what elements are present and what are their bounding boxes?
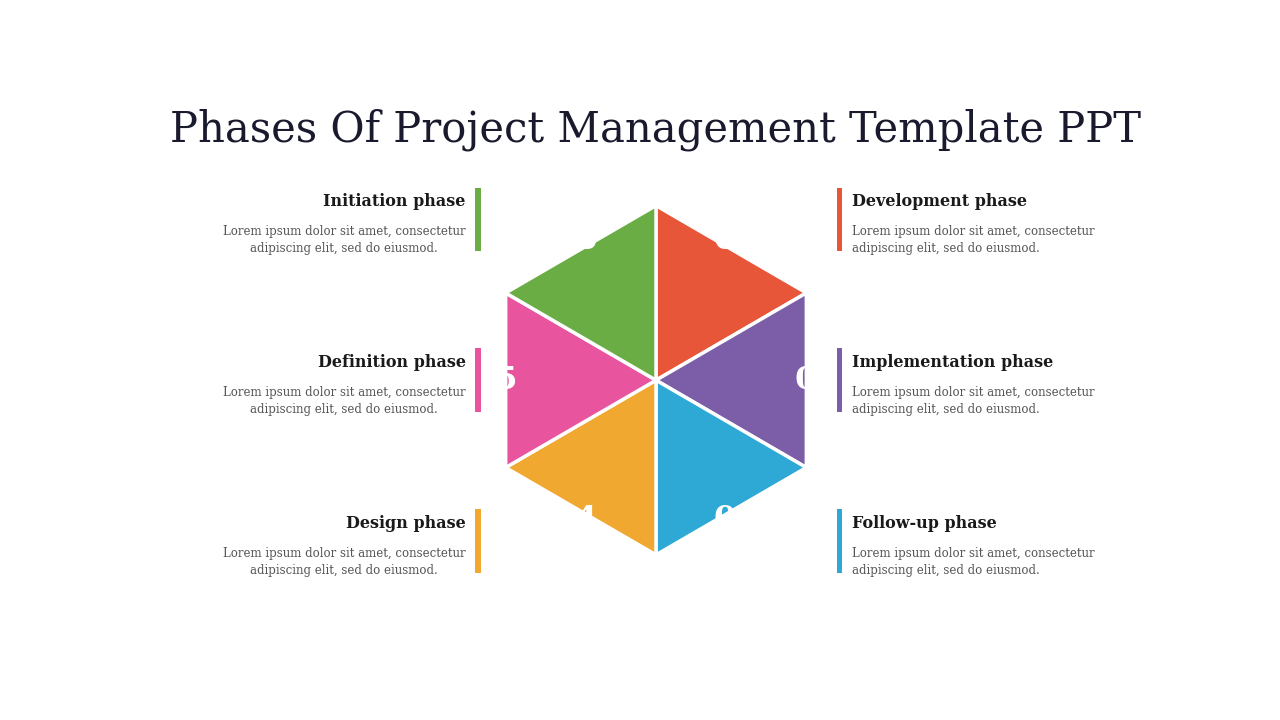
Text: Lorem ipsum dolor sit amet, consectetur
adipiscing elit, sed do eiusmod.: Lorem ipsum dolor sit amet, consectetur …: [852, 546, 1096, 577]
Text: Lorem ipsum dolor sit amet, consectetur
adipiscing elit, sed do eiusmod.: Lorem ipsum dolor sit amet, consectetur …: [223, 546, 466, 577]
Text: Lorem ipsum dolor sit amet, consectetur
adipiscing elit, sed do eiusmod.: Lorem ipsum dolor sit amet, consectetur …: [852, 225, 1096, 255]
Text: 02: 02: [794, 365, 838, 396]
Text: Initiation phase: Initiation phase: [323, 193, 466, 210]
FancyBboxPatch shape: [475, 188, 481, 251]
Polygon shape: [506, 293, 657, 467]
Text: Design phase: Design phase: [346, 515, 466, 532]
Text: Development phase: Development phase: [852, 193, 1028, 210]
Text: Lorem ipsum dolor sit amet, consectetur
adipiscing elit, sed do eiusmod.: Lorem ipsum dolor sit amet, consectetur …: [223, 386, 466, 415]
Text: Lorem ipsum dolor sit amet, consectetur
adipiscing elit, sed do eiusmod.: Lorem ipsum dolor sit amet, consectetur …: [852, 386, 1096, 415]
Text: Phases Of Project Management Template PPT: Phases Of Project Management Template PP…: [170, 109, 1142, 151]
Text: Lorem ipsum dolor sit amet, consectetur
adipiscing elit, sed do eiusmod.: Lorem ipsum dolor sit amet, consectetur …: [223, 225, 466, 255]
Text: 05: 05: [474, 365, 518, 396]
FancyBboxPatch shape: [837, 348, 842, 412]
Text: 01: 01: [714, 225, 759, 256]
Text: Implementation phase: Implementation phase: [852, 354, 1053, 371]
Polygon shape: [657, 293, 806, 467]
Text: Definition phase: Definition phase: [317, 354, 466, 371]
Polygon shape: [657, 380, 806, 555]
Text: 06: 06: [553, 225, 598, 256]
FancyBboxPatch shape: [475, 509, 481, 573]
FancyBboxPatch shape: [837, 188, 842, 251]
Polygon shape: [506, 380, 657, 555]
Text: 03: 03: [714, 505, 758, 536]
Text: Follow-up phase: Follow-up phase: [852, 515, 997, 532]
Polygon shape: [506, 206, 657, 380]
FancyBboxPatch shape: [475, 348, 481, 412]
Polygon shape: [657, 206, 806, 380]
Text: 04: 04: [553, 505, 598, 536]
FancyBboxPatch shape: [837, 509, 842, 573]
